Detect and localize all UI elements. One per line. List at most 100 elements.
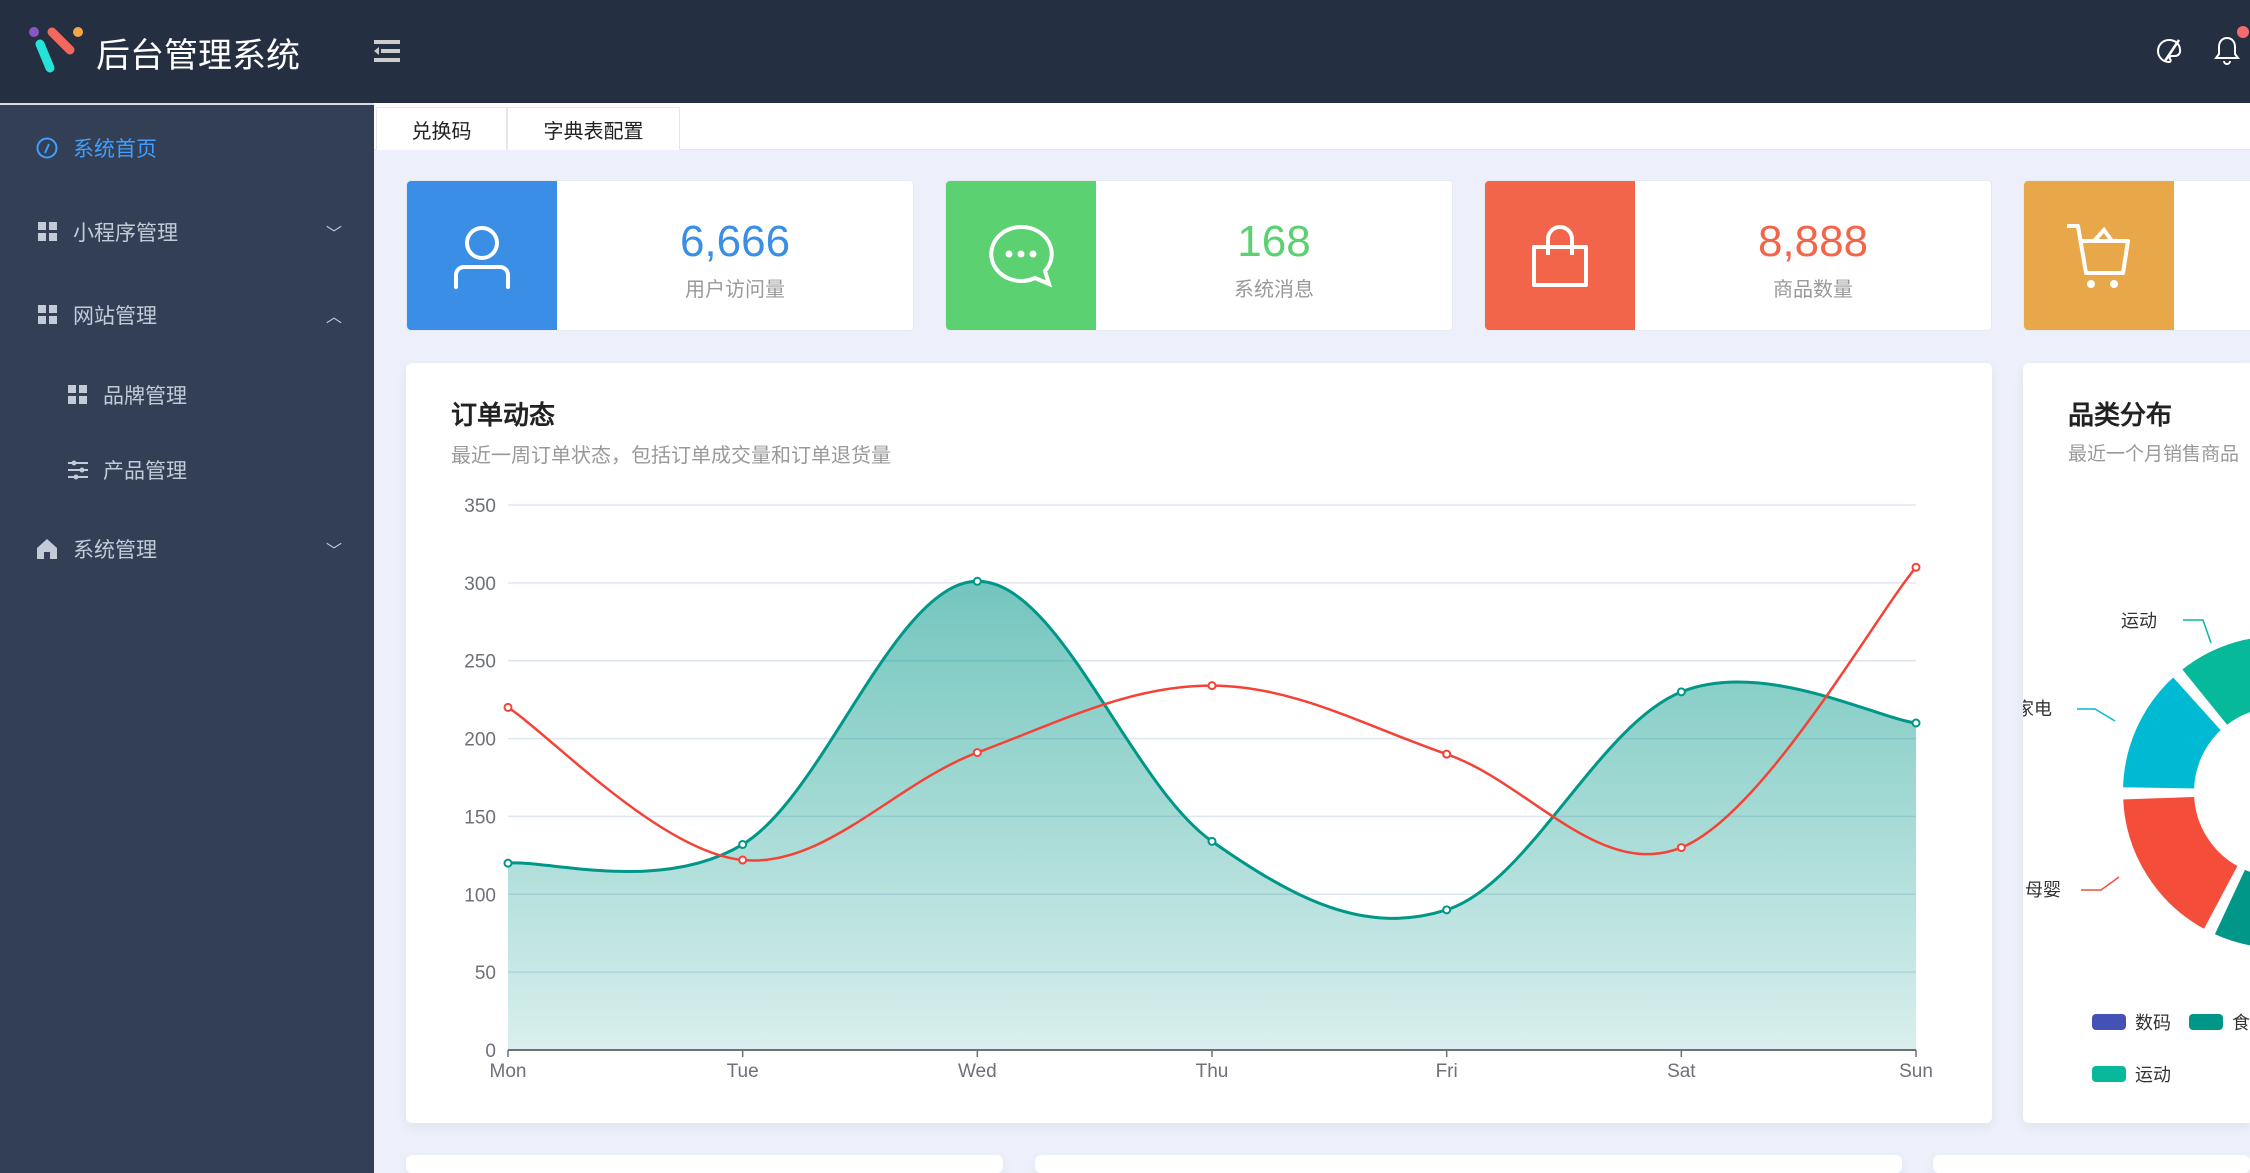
- stat-label: 用户访问量: [685, 279, 785, 301]
- legend-swatch: [2092, 1014, 2126, 1030]
- data-point: [503, 702, 513, 712]
- label-line: [2077, 708, 2116, 722]
- notification-dot: [2237, 26, 2249, 38]
- pie-label: 运动: [2121, 611, 2157, 631]
- bell-icon[interactable]: [2213, 35, 2241, 67]
- bag-icon: [1485, 181, 1635, 330]
- card-title: 品类分布: [2068, 400, 2173, 430]
- stat-card-cart: [2023, 180, 2250, 331]
- x-tick-label: Sat: [1667, 1061, 1696, 1082]
- y-tick-label: 0: [485, 1041, 496, 1062]
- stat-value: 6,666: [679, 217, 791, 266]
- data-point: [972, 576, 982, 586]
- legend-swatch: [2092, 1066, 2126, 1082]
- sidebar-item-label: 产品管理: [103, 460, 187, 483]
- grid-icon: [38, 305, 57, 324]
- pie-slice: [2177, 634, 2250, 730]
- sidebar-item-system[interactable]: 系统管理 ﹀: [0, 519, 374, 579]
- user-icon: [407, 181, 557, 330]
- sidebar-item-label: 品牌管理: [103, 385, 187, 408]
- app-title: 后台管理系统: [96, 37, 300, 75]
- sidebar-item-label: 小程序管理: [73, 222, 178, 245]
- sliders-icon: [68, 460, 88, 480]
- cart-icon: [2024, 181, 2174, 330]
- chevron-up-icon: ︿: [326, 309, 343, 326]
- sidebar: 系统首页 小程序管理 ﹀ 网站管理 ︿ 品牌管理 产品管理 系统管理 ﹀: [0, 103, 374, 1173]
- x-tick-label: Thu: [1196, 1061, 1229, 1082]
- sidebar-item-website[interactable]: 网站管理 ︿: [0, 285, 374, 345]
- y-tick-label: 150: [464, 807, 496, 828]
- data-point: [738, 855, 748, 865]
- stat-card-visits: 6,666 用户访问量: [406, 180, 914, 331]
- sidebar-item-label: 系统管理: [73, 539, 157, 562]
- y-tick-label: 300: [464, 574, 496, 595]
- message-icon: [946, 181, 1096, 330]
- data-point: [738, 839, 748, 849]
- stat-value: 8,888: [1757, 217, 1869, 266]
- y-tick-label: 250: [464, 652, 496, 673]
- data-point: [972, 748, 982, 758]
- tab-redeem-code[interactable]: 兑换码: [376, 107, 507, 150]
- legend-label: 运动: [2135, 1065, 2171, 1085]
- tabs-bar: 兑换码 字典表配置: [374, 103, 2250, 150]
- dashboard-icon: [36, 137, 58, 159]
- home-icon: [37, 539, 57, 559]
- stat-label: 系统消息: [1234, 279, 1314, 301]
- stat-value: 168: [1237, 217, 1311, 266]
- pie-label: 家电: [2023, 699, 2052, 719]
- data-point: [1207, 836, 1217, 846]
- card-title: 订单动态: [451, 400, 556, 430]
- sidebar-item-product[interactable]: 产品管理: [0, 440, 374, 500]
- grid-icon: [68, 385, 87, 404]
- legend-swatch: [2189, 1014, 2223, 1030]
- x-tick-label: Sun: [1899, 1061, 1933, 1082]
- sidebar-item-brand[interactable]: 品牌管理: [0, 365, 374, 425]
- grid-icon: [38, 222, 57, 241]
- data-point: [1911, 718, 1921, 728]
- logo-icon: [29, 27, 83, 73]
- sidebar-item-label: 网站管理: [73, 305, 157, 328]
- menu-fold-icon[interactable]: [374, 40, 400, 62]
- pie-slice: [2119, 792, 2243, 934]
- pie-label: 母婴: [2025, 880, 2061, 900]
- stat-card-messages: 168 系统消息: [945, 180, 1453, 331]
- sidebar-item-home[interactable]: 系统首页: [0, 118, 374, 178]
- sidebar-item-label: 系统首页: [73, 138, 157, 161]
- x-tick-label: Tue: [727, 1061, 759, 1082]
- tab-dictionary-config[interactable]: 字典表配置: [507, 107, 680, 150]
- sidebar-item-miniprogram[interactable]: 小程序管理 ﹀: [0, 202, 374, 262]
- x-tick-label: Mon: [490, 1061, 527, 1082]
- label-line: [2081, 876, 2120, 891]
- stat-card-products: 8,888 商品数量: [1484, 180, 1992, 331]
- x-tick-label: Wed: [958, 1061, 997, 1082]
- palette-icon[interactable]: [2155, 37, 2183, 65]
- data-point: [503, 858, 513, 868]
- y-tick-label: 200: [464, 730, 496, 751]
- x-tick-label: Fri: [1436, 1061, 1458, 1082]
- bottom-card-2: [1035, 1155, 1902, 1173]
- y-tick-label: 50: [475, 963, 496, 984]
- data-point: [1911, 562, 1921, 572]
- bottom-card-3: [1933, 1155, 2250, 1173]
- y-tick-label: 350: [464, 496, 496, 517]
- data-point: [1207, 681, 1217, 691]
- data-point: [1442, 749, 1452, 759]
- data-point: [1676, 687, 1686, 697]
- data-point: [1442, 905, 1452, 915]
- card-subtitle: 最近一个月销售商品: [2068, 444, 2240, 465]
- card-subtitle: 最近一周订单状态，包括订单成交量和订单退货量: [451, 445, 891, 467]
- series-line: [507, 579, 1917, 920]
- top-header: 后台管理系统: [0, 0, 2250, 103]
- category-pie-chart: 运动家电母婴数码食品运动: [2023, 611, 2250, 1085]
- label-line: [2183, 619, 2212, 644]
- chevron-down-icon: ﹀: [326, 543, 343, 560]
- pie-slice: [2210, 865, 2250, 950]
- y-tick-label: 100: [464, 885, 496, 906]
- legend-label: 数码: [2135, 1013, 2171, 1033]
- bottom-card-1: [406, 1155, 1003, 1173]
- series-area: [508, 581, 1916, 1050]
- pie-slice: [2119, 672, 2226, 793]
- chevron-down-icon: ﹀: [326, 226, 343, 243]
- stat-label: 商品数量: [1773, 279, 1853, 301]
